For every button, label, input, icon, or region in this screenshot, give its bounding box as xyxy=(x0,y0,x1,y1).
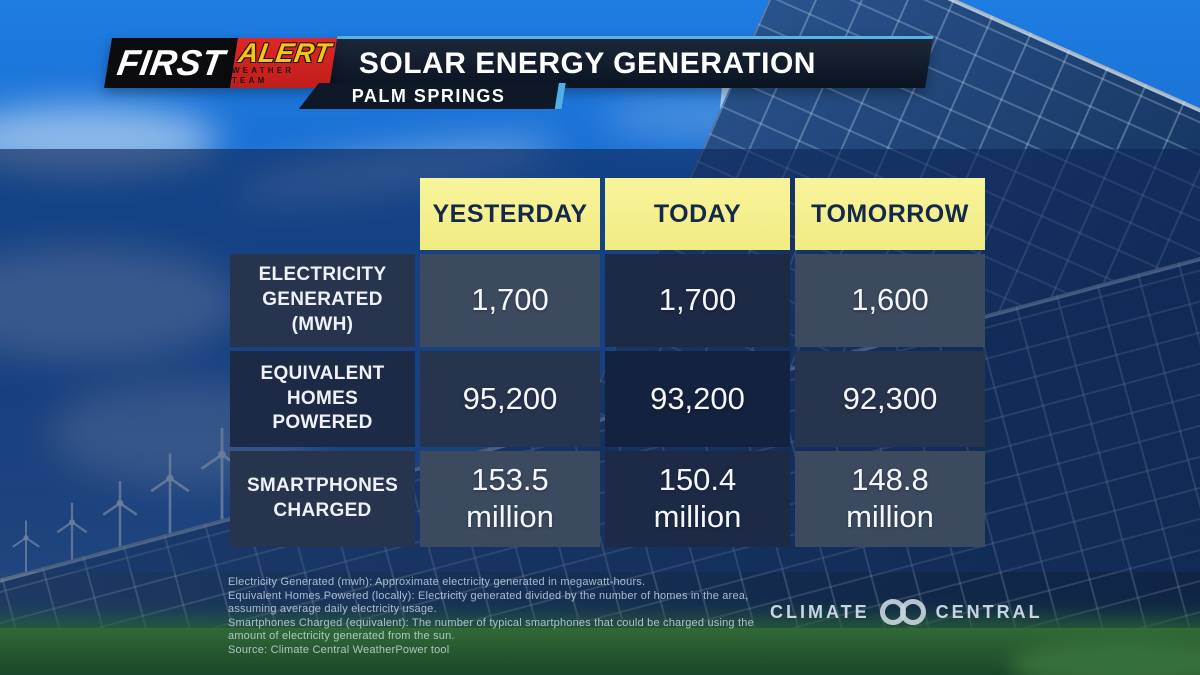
column-header-yesterday: YESTERDAY xyxy=(420,178,600,250)
cell-electricity-today: 1,700 xyxy=(605,254,790,347)
solar-forecast-table: YESTERDAY TODAY TOMORROW ELECTRICITY GEN… xyxy=(230,178,985,547)
footnote-homes: Equivalent Homes Powered (locally): Elec… xyxy=(228,589,749,616)
header-banner: SOLAR ENERGY GENERATION FIRST ALERT WEAT… xyxy=(0,0,1200,150)
cell-electricity-yesterday: 1,700 xyxy=(420,254,600,347)
cell-smartphones-today: 150.4 million xyxy=(605,451,790,547)
column-header-today: TODAY xyxy=(605,178,790,250)
grass xyxy=(0,628,1200,675)
content-overlay-band xyxy=(0,149,1200,572)
logo-climate-label: CLIMATE xyxy=(770,601,870,622)
page-title: SOLAR ENERGY GENERATION xyxy=(358,46,817,80)
cell-smartphones-yesterday: 153.5 million xyxy=(420,451,600,547)
footnote-electricity: Electricity Generated (mwh): Approximate… xyxy=(228,576,646,588)
location-label: PALM SPRINGS xyxy=(351,85,506,106)
footnote-smartphones: Smartphones Charged (equivalent): The nu… xyxy=(228,616,754,643)
footer-overlay-band xyxy=(0,572,1200,675)
climate-central-logo: CLIMATE CENTRAL xyxy=(770,597,1043,627)
row-label-homes-powered: EQUIVALENT HOMES POWERED xyxy=(230,351,415,447)
weather-team-label: WEATHER TEAM xyxy=(231,66,295,85)
row-label-smartphones-charged: SMARTPHONES CHARGED xyxy=(230,451,415,547)
cell-smartphones-tomorrow: 148.8 million xyxy=(795,451,985,547)
footnote-source: Source: Climate Central WeatherPower too… xyxy=(228,643,450,656)
logo-central-label: CENTRAL xyxy=(935,601,1043,622)
footnotes: Electricity Generated (mwh): Approximate… xyxy=(228,576,776,657)
brand-first-label: FIRST xyxy=(114,42,228,83)
cell-homes-today: 93,200 xyxy=(605,351,790,447)
row-label-electricity-generated: ELECTRICITY GENERATED (MWH) xyxy=(230,254,415,347)
first-logo-box: FIRST xyxy=(104,38,238,88)
location-bar: PALM SPRINGS xyxy=(299,83,566,109)
column-header-tomorrow: TOMORROW xyxy=(795,178,985,250)
alert-logo-box: ALERT WEATHER TEAM xyxy=(230,38,337,88)
climate-central-rings-icon xyxy=(879,599,926,625)
cell-electricity-tomorrow: 1,600 xyxy=(795,254,985,347)
cell-homes-yesterday: 95,200 xyxy=(420,351,600,447)
header-spacer xyxy=(230,178,415,250)
brand-alert-label: ALERT xyxy=(236,38,334,68)
title-bar: SOLAR ENERGY GENERATION xyxy=(329,36,934,88)
cell-homes-tomorrow: 92,300 xyxy=(795,351,985,447)
